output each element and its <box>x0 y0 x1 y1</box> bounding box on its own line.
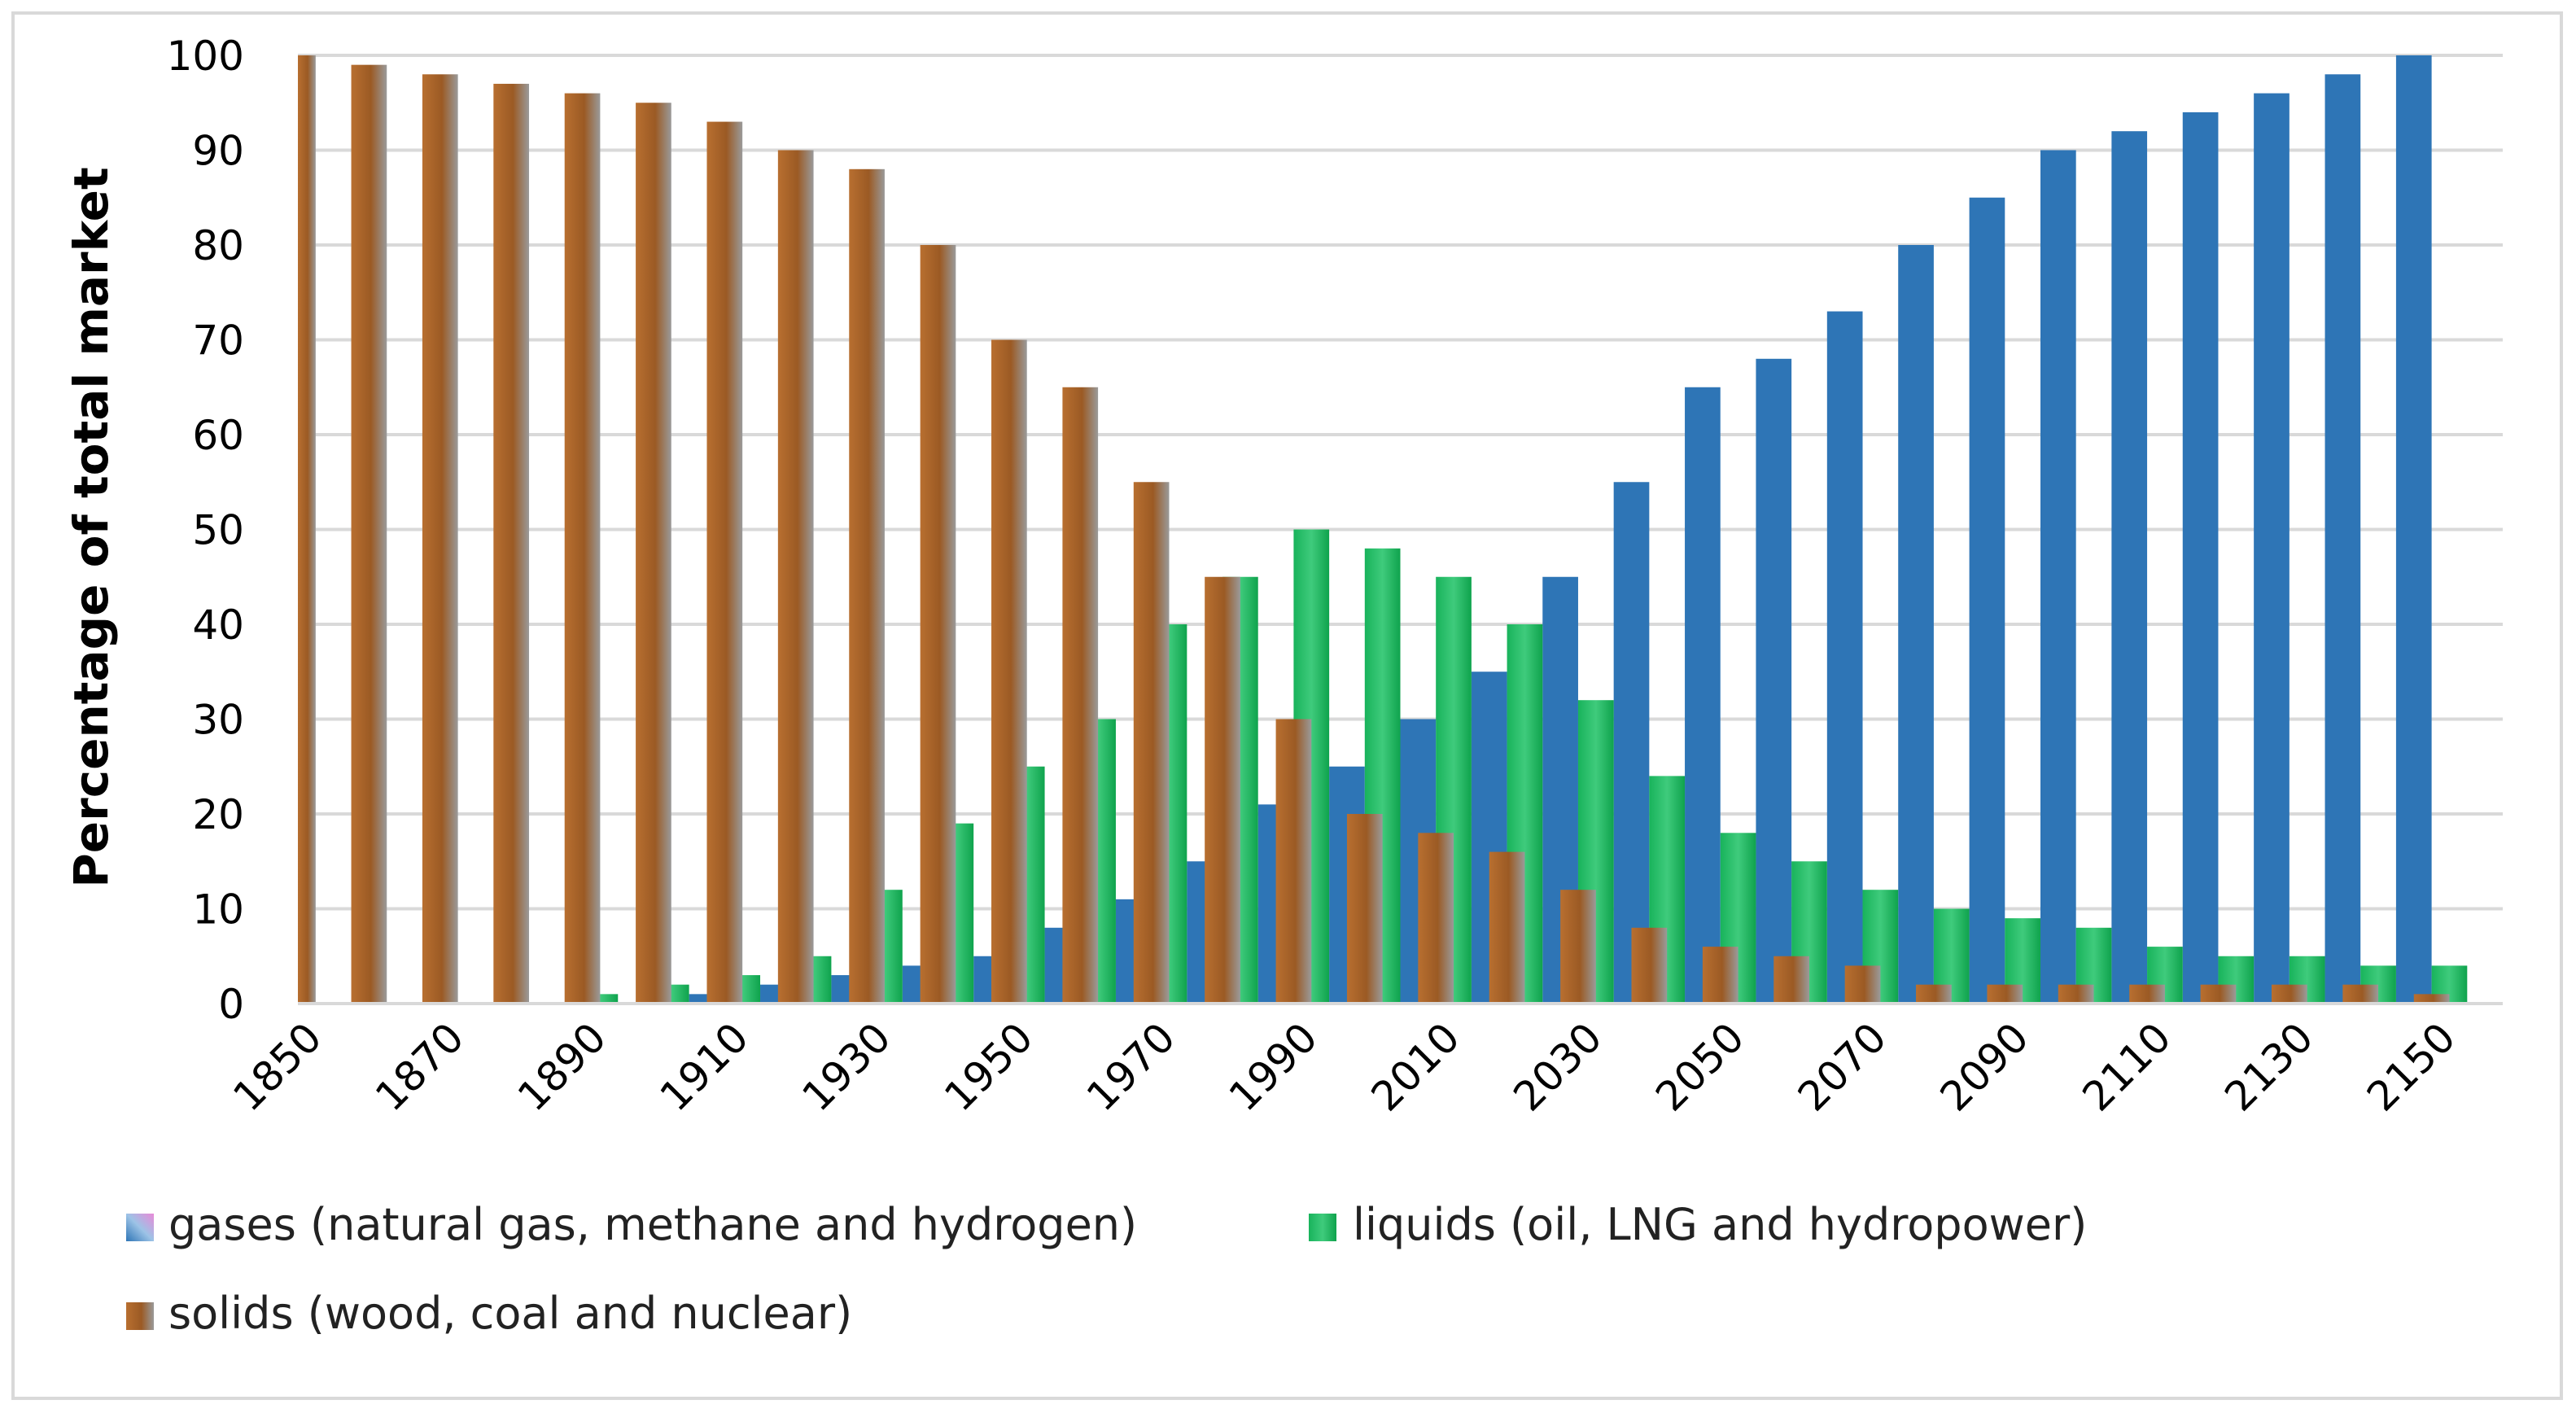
x-tick-2090: 2090 <box>1931 1013 2038 1120</box>
bar-gases-2070 <box>1826 311 1863 1004</box>
bar-solids-2020 <box>1489 851 1525 1004</box>
bar-solids-2090 <box>1987 984 2023 1004</box>
bar-solids-1970 <box>1133 482 1170 1004</box>
bar-solids-2150 <box>2413 994 2450 1004</box>
bar-solids-2010 <box>1418 833 1454 1004</box>
x-tick-2010: 2010 <box>1362 1013 1469 1120</box>
bar-gases-2090 <box>1969 197 2005 1004</box>
bar-solids-1990 <box>1275 719 1312 1004</box>
bar-solids-1900 <box>636 103 671 1004</box>
legend-label-gases: gases (natural gas, methane and hydrogen… <box>168 1199 1137 1250</box>
bar-gases-2110 <box>2111 131 2148 1004</box>
y-tick-20: 20 <box>192 791 244 838</box>
legend: gases (natural gas, methane and hydrogen… <box>126 1199 2087 1339</box>
bar-solids-1980 <box>1205 576 1240 1004</box>
x-tick-1850: 1850 <box>224 1013 330 1120</box>
bar-gases-2120 <box>2182 112 2219 1004</box>
bar-solids-2080 <box>1916 984 1952 1004</box>
x-tick-2050: 2050 <box>1647 1013 1753 1120</box>
bars <box>298 55 2468 1004</box>
y-tick-30: 30 <box>192 697 244 744</box>
y-tick-90: 90 <box>192 128 244 175</box>
x-tick-2150: 2150 <box>2358 1013 2464 1120</box>
y-tick-10: 10 <box>192 886 244 934</box>
bar-gases-2060 <box>1756 358 1792 1004</box>
x-tick-1910: 1910 <box>651 1013 758 1120</box>
bar-solids-2120 <box>2200 984 2237 1004</box>
legend-item-solids[interactable]: solids (wood, coal and nuclear) <box>126 1288 852 1339</box>
x-tick-1950: 1950 <box>935 1013 1042 1120</box>
legend-item-gases[interactable]: gases (natural gas, methane and hydrogen… <box>126 1199 1137 1250</box>
bar-solids-1910 <box>706 121 743 1004</box>
bar-solids-2140 <box>2342 984 2379 1004</box>
bar-solids-1870 <box>422 74 458 1004</box>
x-tick-1990: 1990 <box>1220 1013 1327 1120</box>
bar-solids-2000 <box>1346 814 1383 1004</box>
legend-label-liquids: liquids (oil, LNG and hydropower) <box>1353 1199 2087 1250</box>
bar-solids-1890 <box>564 93 601 1004</box>
x-tick-1930: 1930 <box>794 1013 900 1120</box>
bar-solids-2050 <box>1702 947 1738 1004</box>
y-tick-70: 70 <box>192 317 244 365</box>
x-tick-2030: 2030 <box>1504 1013 1611 1120</box>
x-tick-2110: 2110 <box>2074 1013 2180 1120</box>
bar-solids-2060 <box>1773 956 1809 1004</box>
bar-gases-2040 <box>1613 482 1650 1004</box>
bar-gases-2150 <box>2395 55 2432 1004</box>
x-tick-1970: 1970 <box>1078 1013 1184 1120</box>
x-tick-1870: 1870 <box>366 1013 473 1120</box>
x-tick-2070: 2070 <box>1789 1013 1896 1120</box>
legend-swatch-liquids <box>1309 1214 1336 1241</box>
legend-label-solids: solids (wood, coal and nuclear) <box>168 1288 852 1339</box>
bar-gases-2140 <box>2325 74 2361 1004</box>
bar-solids-2030 <box>1560 890 1596 1004</box>
bar-solids-1960 <box>1062 387 1099 1004</box>
legend-swatch-gases <box>126 1214 154 1241</box>
bar-solids-1860 <box>351 64 387 1004</box>
bar-solids-2130 <box>2271 984 2307 1004</box>
legend-item-liquids[interactable]: liquids (oil, LNG and hydropower) <box>1309 1199 2087 1250</box>
y-tick-0: 0 <box>218 981 244 1028</box>
bar-solids-2070 <box>1844 965 1881 1004</box>
bar-solids-1880 <box>493 83 530 1004</box>
x-axis-ticks: 1850 1870 1890 1910 1930 1950 1970 1990 2010 2030… <box>224 1013 2464 1120</box>
y-tick-100: 100 <box>167 33 244 80</box>
y-tick-80: 80 <box>192 222 244 269</box>
bar-solids-1930 <box>849 168 885 1004</box>
bar-gases-2080 <box>1898 245 1934 1004</box>
y-tick-40: 40 <box>192 602 244 649</box>
bar-gases-2050 <box>1685 387 1721 1004</box>
y-tick-50: 50 <box>192 507 244 554</box>
bar-solids-2110 <box>2129 984 2165 1004</box>
bar-solids-1950 <box>991 339 1027 1004</box>
bar-gases-2130 <box>2254 93 2290 1004</box>
y-tick-60: 60 <box>192 412 244 459</box>
y-axis-title: Percentage of total market <box>63 167 119 887</box>
x-tick-1890: 1890 <box>509 1013 615 1120</box>
bar-solids-1920 <box>777 150 814 1004</box>
bar-gases-2100 <box>2040 150 2076 1004</box>
legend-swatch-solids <box>126 1302 154 1330</box>
bar-solids-1850 <box>298 55 316 1004</box>
y-axis-ticks: 0 10 20 30 40 50 60 70 80 90 100 <box>167 33 244 1028</box>
bar-solids-2100 <box>2058 984 2094 1004</box>
bar-solids-2040 <box>1631 927 1668 1004</box>
x-tick-2130: 2130 <box>2215 1013 2322 1120</box>
bar-solids-1940 <box>920 245 956 1004</box>
